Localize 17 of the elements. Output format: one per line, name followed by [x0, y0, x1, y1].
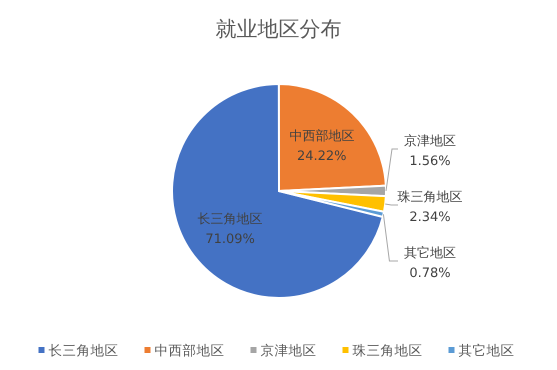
slice-label: 长三角地区: [198, 212, 263, 228]
legend-label: 珠三角地区: [352, 343, 422, 359]
legend-label: 中西部地区: [154, 343, 224, 359]
data-label: 2.34%: [409, 210, 451, 225]
data-label: 71.09%: [205, 232, 255, 248]
slice-label: 其它地区: [404, 245, 456, 261]
pie-slice: [171, 83, 384, 299]
data-label: 24.22%: [296, 149, 347, 164]
slice-label: 中西部地区: [289, 129, 354, 144]
legend-label: 其它地区: [458, 343, 514, 359]
slice-label: 珠三角地区: [398, 190, 462, 205]
data-label: 1.56%: [409, 154, 451, 169]
chart-title: 就业地区分布: [216, 17, 342, 41]
legend-label: 京津地区: [260, 343, 316, 359]
slice-label: 京津地区: [404, 134, 456, 149]
legend-label: 长三角地区: [48, 343, 118, 359]
data-label: 0.78%: [409, 266, 451, 281]
